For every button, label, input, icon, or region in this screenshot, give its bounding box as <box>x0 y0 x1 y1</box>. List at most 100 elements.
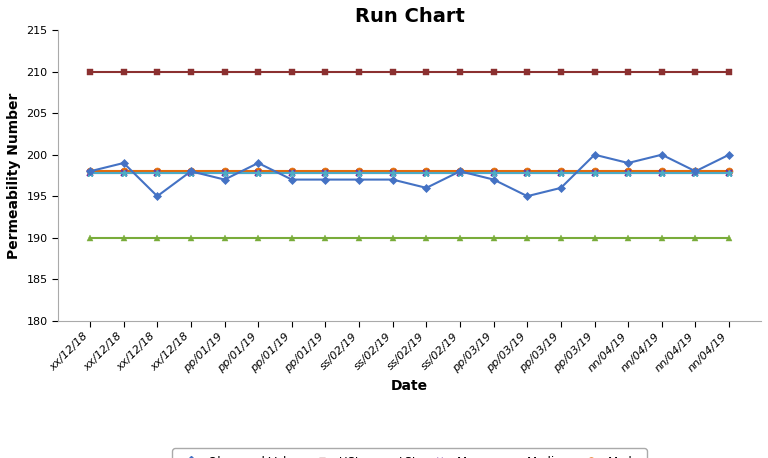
LSL <box>691 235 700 240</box>
Mean <box>422 171 431 176</box>
Observed Value <box>489 177 498 182</box>
Mode <box>355 169 364 174</box>
Mean <box>556 171 565 176</box>
USL <box>220 69 229 75</box>
LSL <box>119 235 128 240</box>
Mode <box>657 169 667 174</box>
LSL <box>422 235 431 240</box>
Line: Mean: Mean <box>87 170 733 177</box>
Mode <box>556 169 565 174</box>
Y-axis label: Permeability Number: Permeability Number <box>7 92 21 259</box>
Median <box>624 171 633 176</box>
Mode <box>724 169 733 174</box>
Mode <box>187 169 196 174</box>
Mode <box>253 169 263 174</box>
Mean <box>287 171 296 176</box>
Mean <box>187 171 196 176</box>
Median <box>691 171 700 176</box>
Observed Value <box>590 152 599 158</box>
Line: LSL: LSL <box>87 234 733 241</box>
USL <box>523 69 532 75</box>
Line: Mode: Mode <box>87 168 733 175</box>
Median <box>455 171 465 176</box>
Median <box>724 171 733 176</box>
Mean <box>153 171 162 176</box>
Mean <box>85 171 94 176</box>
USL <box>119 69 128 75</box>
Observed Value <box>85 169 94 174</box>
Observed Value <box>253 160 263 166</box>
Mode <box>287 169 296 174</box>
LSL <box>153 235 162 240</box>
LSL <box>85 235 94 240</box>
Mode <box>691 169 700 174</box>
Median <box>153 171 162 176</box>
LSL <box>590 235 599 240</box>
Median <box>321 171 330 176</box>
Mode <box>153 169 162 174</box>
Mode <box>455 169 465 174</box>
Mode <box>523 169 532 174</box>
LSL <box>455 235 465 240</box>
Mean <box>355 171 364 176</box>
Median <box>388 171 397 176</box>
Observed Value <box>724 152 733 158</box>
Observed Value <box>355 177 364 182</box>
LSL <box>253 235 263 240</box>
Line: USL: USL <box>87 68 733 75</box>
Line: Median: Median <box>87 170 733 177</box>
Median <box>119 171 128 176</box>
USL <box>624 69 633 75</box>
Mean <box>321 171 330 176</box>
LSL <box>556 235 565 240</box>
Mean <box>119 171 128 176</box>
Observed Value <box>624 160 633 166</box>
Median <box>355 171 364 176</box>
Mean <box>455 171 465 176</box>
USL <box>556 69 565 75</box>
Observed Value <box>691 169 700 174</box>
LSL <box>724 235 733 240</box>
Observed Value <box>422 185 431 191</box>
Observed Value <box>187 169 196 174</box>
Median <box>489 171 498 176</box>
Observed Value <box>455 169 465 174</box>
LSL <box>355 235 364 240</box>
Observed Value <box>523 193 532 199</box>
USL <box>489 69 498 75</box>
LSL <box>657 235 667 240</box>
LSL <box>321 235 330 240</box>
Mode <box>220 169 229 174</box>
USL <box>724 69 733 75</box>
Title: Run Chart: Run Chart <box>355 7 465 26</box>
Median <box>220 171 229 176</box>
Mode <box>388 169 397 174</box>
Mode <box>321 169 330 174</box>
USL <box>657 69 667 75</box>
Mean <box>624 171 633 176</box>
Legend: Observed Value, USL, LSL, Mean, Median, Mode: Observed Value, USL, LSL, Mean, Median, … <box>172 448 647 458</box>
Observed Value <box>388 177 397 182</box>
Median <box>287 171 296 176</box>
Mean <box>657 171 667 176</box>
USL <box>590 69 599 75</box>
LSL <box>187 235 196 240</box>
Mean <box>253 171 263 176</box>
USL <box>455 69 465 75</box>
X-axis label: Date: Date <box>391 379 428 393</box>
LSL <box>388 235 397 240</box>
Observed Value <box>321 177 330 182</box>
USL <box>253 69 263 75</box>
Observed Value <box>556 185 565 191</box>
Median <box>187 171 196 176</box>
Mean <box>220 171 229 176</box>
LSL <box>287 235 296 240</box>
LSL <box>523 235 532 240</box>
USL <box>355 69 364 75</box>
Line: Observed Value: Observed Value <box>88 152 732 199</box>
USL <box>691 69 700 75</box>
Observed Value <box>220 177 229 182</box>
Mean <box>724 171 733 176</box>
Mean <box>523 171 532 176</box>
Observed Value <box>119 160 128 166</box>
